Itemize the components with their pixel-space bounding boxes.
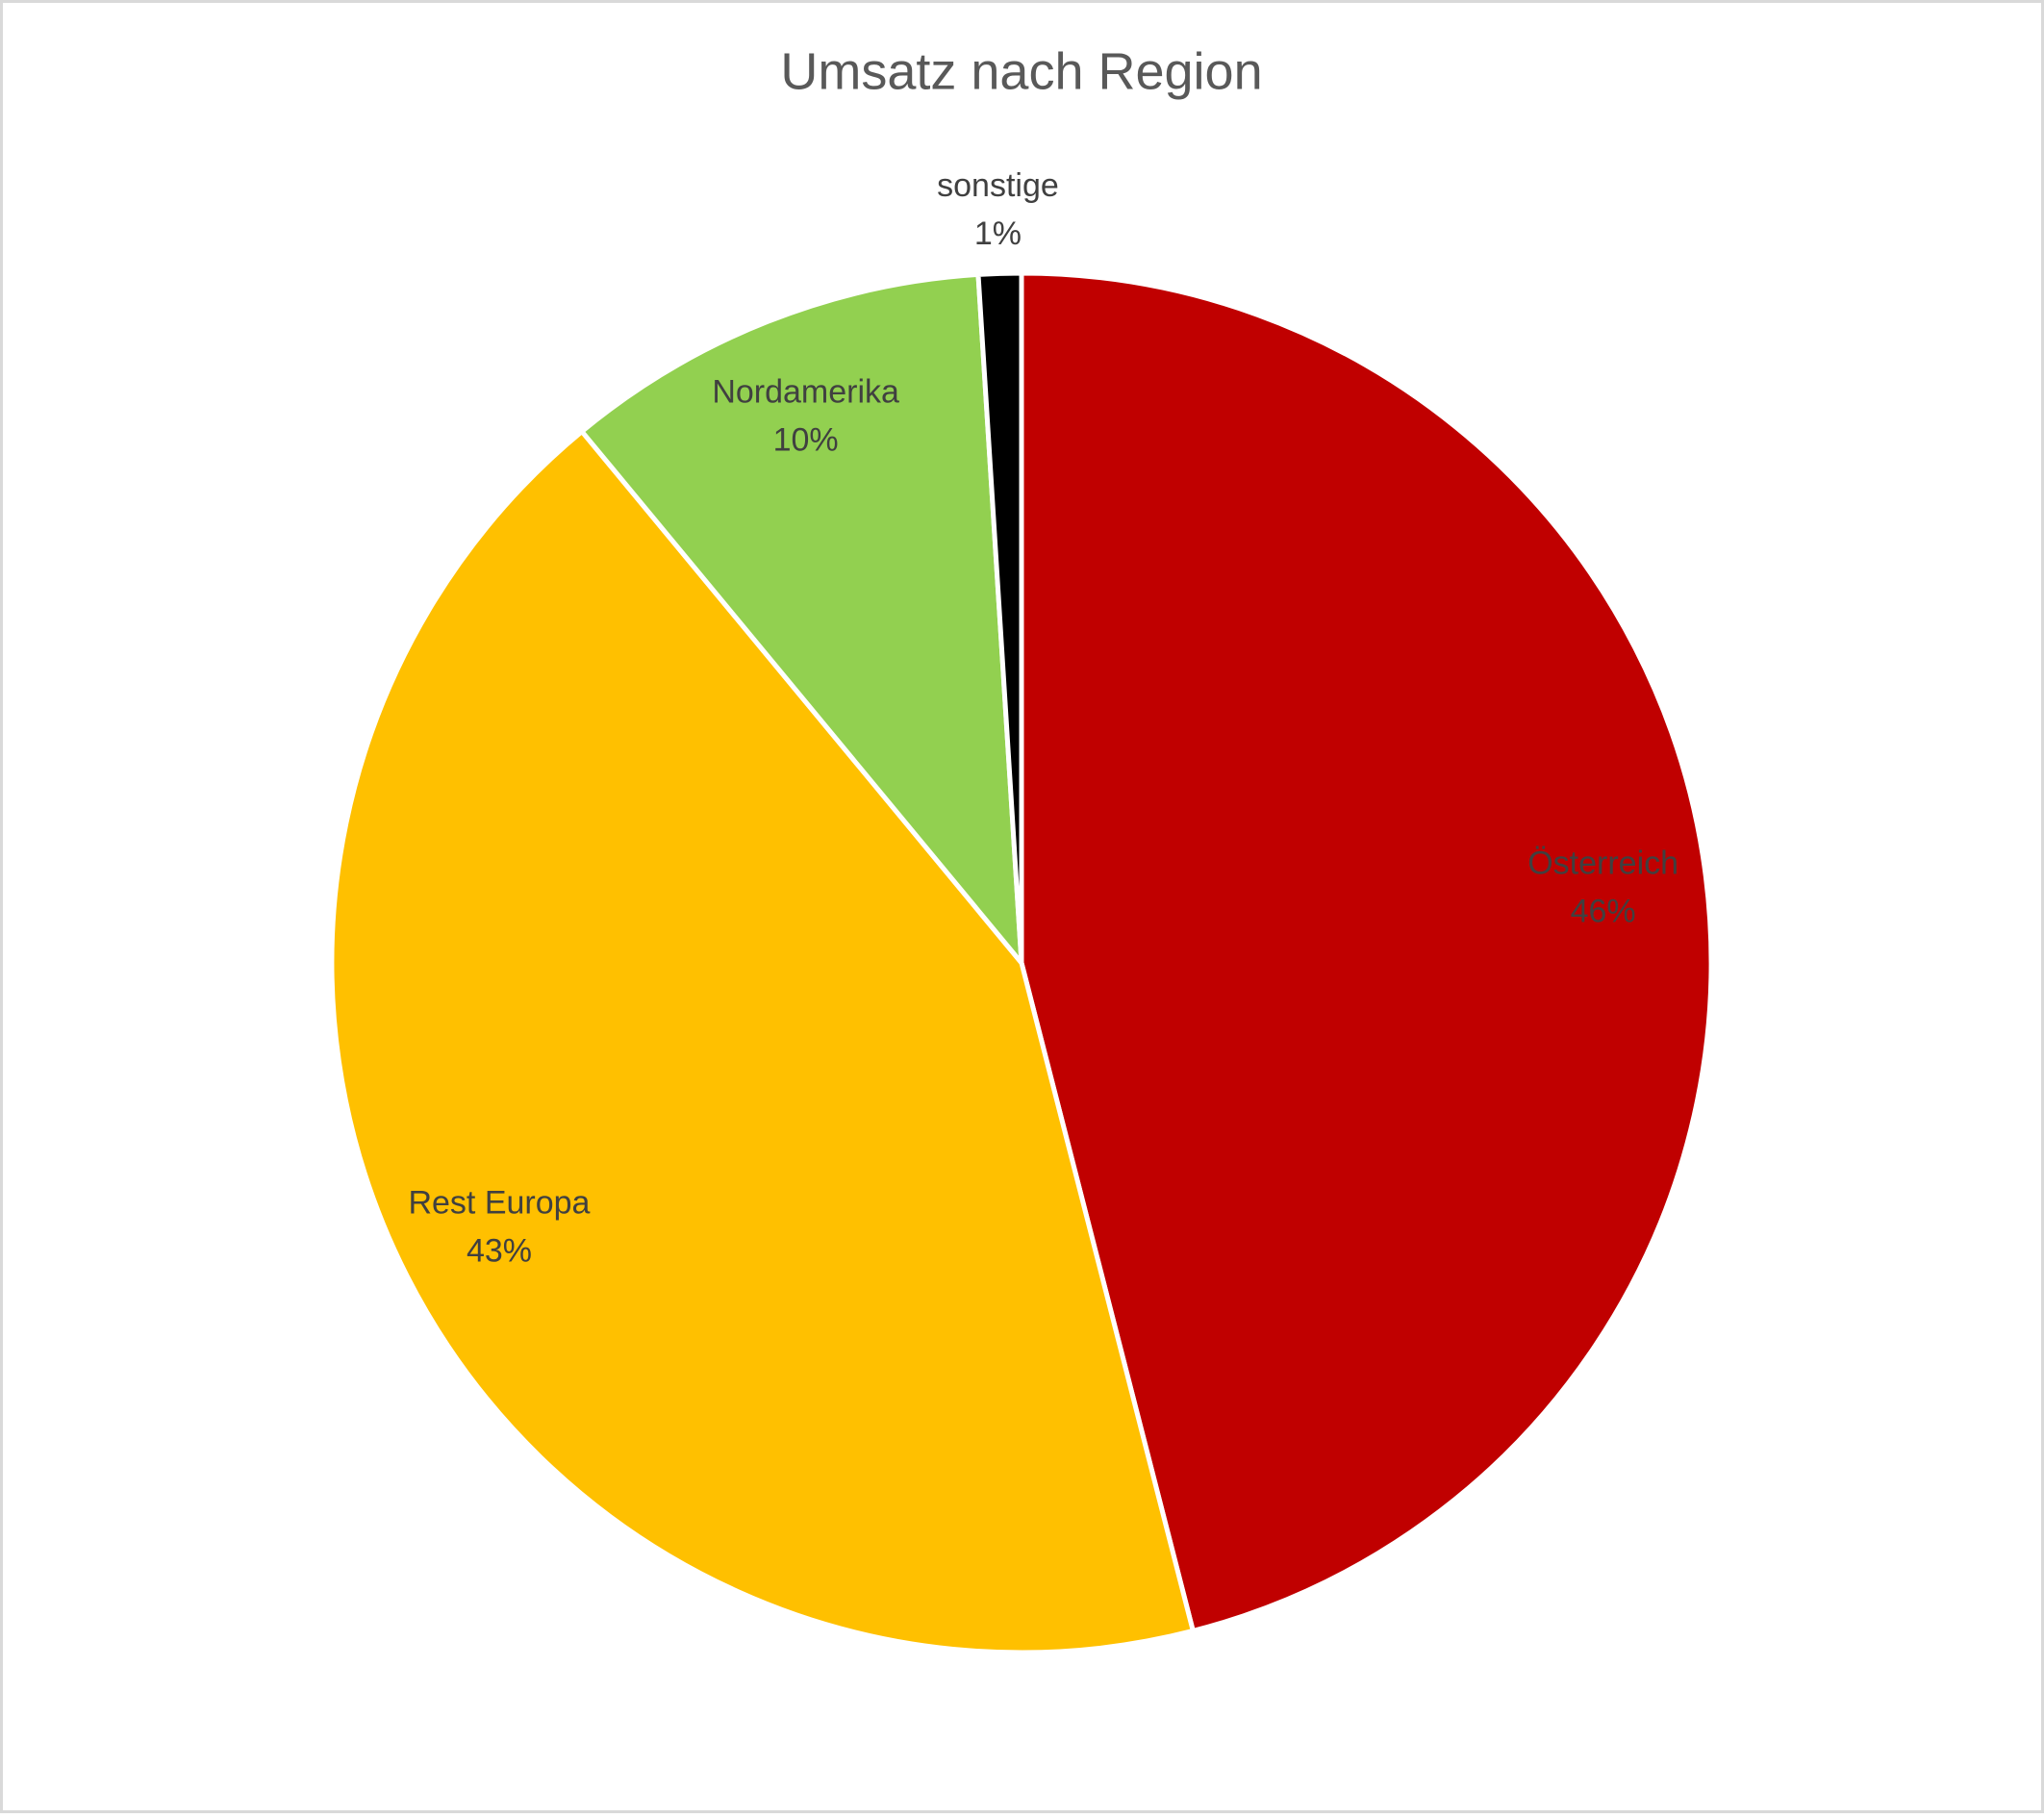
data-label-value: 43% — [467, 1233, 532, 1270]
pie-slice — [1019, 270, 1714, 1633]
pie-slice — [579, 271, 1024, 966]
data-label-value: 46% — [1571, 894, 1636, 930]
pie-slice — [329, 429, 1196, 1655]
data-label-value: 1% — [974, 215, 1022, 252]
data-label-value: 10% — [773, 421, 839, 458]
pie-slice — [975, 270, 1024, 966]
data-label-category: Österreich — [1527, 846, 1678, 882]
chart-title: Umsatz nach Region — [780, 42, 1262, 100]
data-label-category: Rest Europa — [408, 1185, 590, 1222]
data-labels: Österreich 46% Rest Europa 43% Nordamerika 10… — [408, 167, 1678, 1270]
data-label-category: Nordamerika — [712, 373, 899, 410]
pie — [329, 270, 1714, 1655]
data-label-category: sonstige — [937, 167, 1059, 204]
